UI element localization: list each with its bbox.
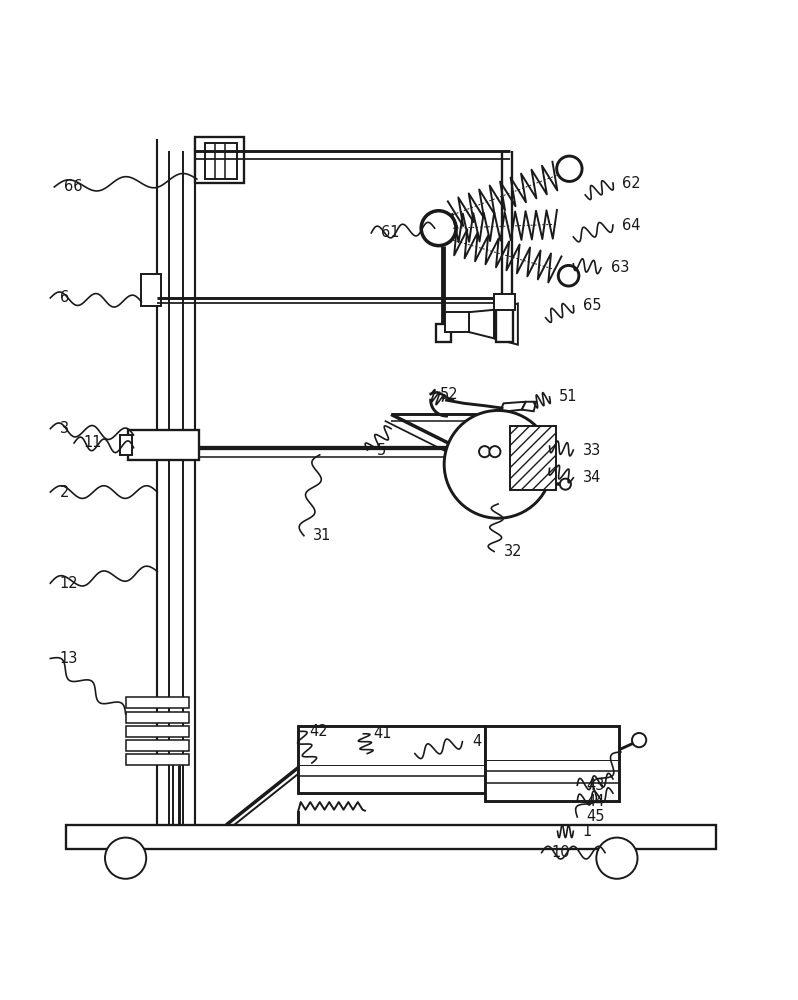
Bar [484, 445, 494, 459]
Bar [128, 430, 200, 460]
Circle shape [632, 733, 646, 747]
Circle shape [596, 838, 638, 879]
Circle shape [444, 410, 552, 518]
Polygon shape [522, 402, 536, 411]
Text: 65: 65 [583, 298, 602, 313]
Text: 5: 5 [377, 443, 386, 458]
Text: 10: 10 [551, 845, 570, 860]
Text: 63: 63 [610, 260, 629, 275]
Circle shape [105, 838, 146, 879]
Circle shape [557, 156, 582, 181]
Text: 66: 66 [64, 179, 82, 194]
Bar [125, 726, 189, 737]
Text: 42: 42 [310, 724, 328, 739]
Bar [496, 303, 513, 342]
Circle shape [479, 446, 490, 457]
Bar [125, 740, 189, 751]
Text: 34: 34 [583, 470, 601, 485]
Circle shape [489, 446, 500, 457]
Text: 51: 51 [559, 389, 578, 404]
Bar [125, 754, 189, 765]
Text: 2: 2 [60, 485, 69, 500]
Text: 6: 6 [60, 290, 69, 305]
Text: 43: 43 [587, 778, 605, 793]
Bar [445, 312, 468, 332]
Text: 3: 3 [60, 421, 69, 436]
Text: 33: 33 [583, 443, 601, 458]
Circle shape [421, 211, 456, 246]
Bar [125, 697, 189, 708]
Polygon shape [500, 402, 526, 412]
Circle shape [559, 265, 579, 286]
Bar [298, 726, 484, 793]
Text: 32: 32 [504, 544, 522, 559]
Bar [120, 435, 132, 455]
Bar [494, 294, 515, 310]
Bar [484, 726, 619, 801]
Text: 12: 12 [60, 576, 78, 591]
Bar [510, 426, 556, 490]
Text: 64: 64 [622, 218, 641, 233]
Text: 61: 61 [381, 225, 399, 240]
Bar [196, 137, 244, 183]
Text: 41: 41 [373, 726, 391, 741]
Text: 4: 4 [472, 734, 481, 749]
Bar [141, 274, 161, 306]
Text: 62: 62 [622, 176, 641, 191]
Text: 44: 44 [587, 794, 606, 809]
Text: 31: 31 [314, 528, 332, 543]
Bar [437, 324, 451, 342]
Bar [125, 712, 189, 723]
Text: 1: 1 [583, 824, 592, 839]
Text: 45: 45 [587, 809, 606, 824]
Text: 11: 11 [84, 435, 102, 450]
Text: 13: 13 [60, 651, 78, 666]
Bar [205, 143, 236, 179]
Bar [66, 825, 716, 849]
Circle shape [560, 479, 571, 490]
Text: 52: 52 [440, 387, 459, 402]
